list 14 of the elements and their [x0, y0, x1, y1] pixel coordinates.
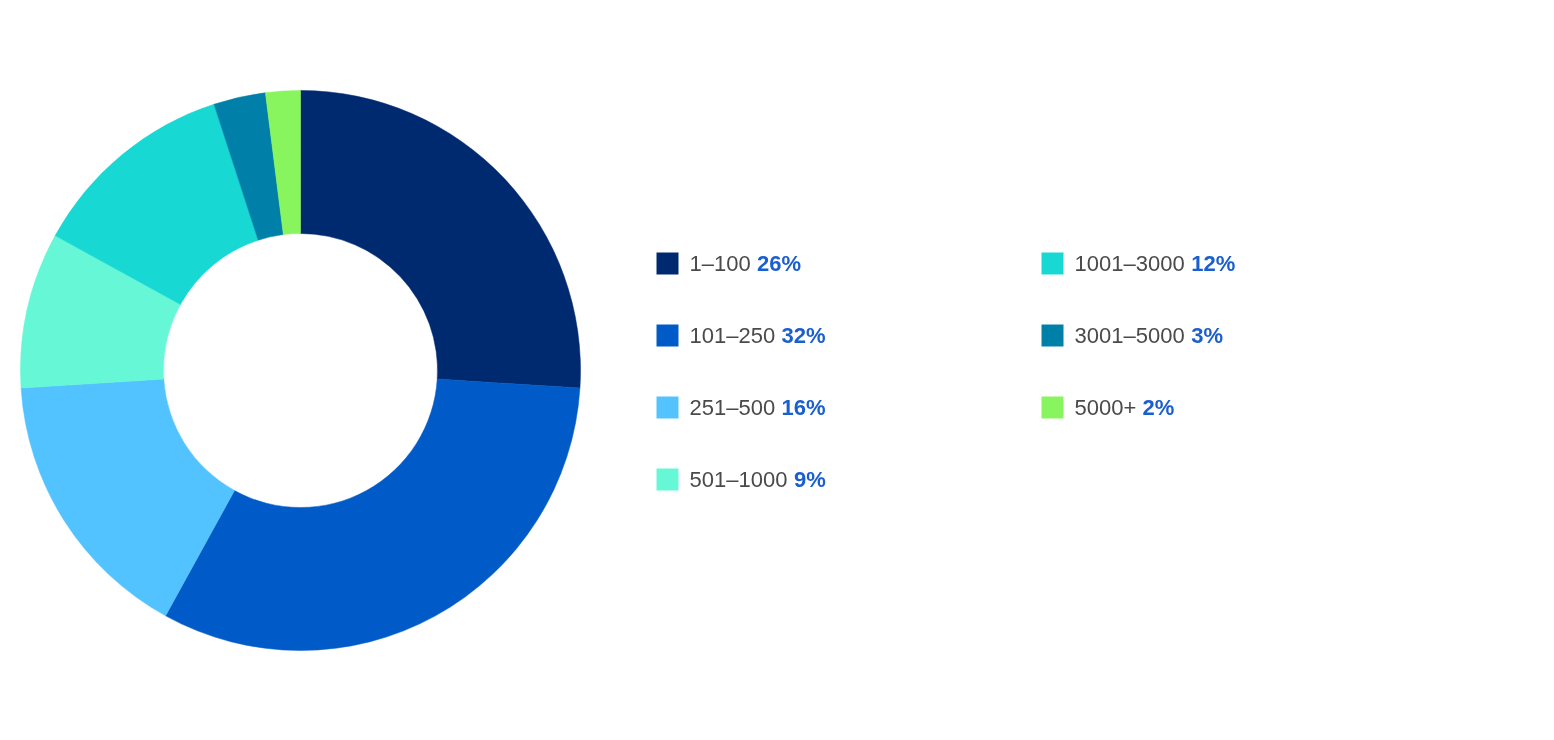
- legend-label: 501–1000: [689, 467, 788, 492]
- legend-label: 5000+: [1074, 395, 1137, 420]
- data-label: 9%: [793, 467, 826, 492]
- legend-label: 101–250: [689, 323, 776, 348]
- data-label: 12%: [1191, 251, 1236, 276]
- legend-label: 1–100: [689, 251, 751, 276]
- data-label: 3%: [1191, 323, 1223, 348]
- legend-label: 3001–5000: [1074, 323, 1185, 348]
- data-label: 16%: [781, 395, 826, 420]
- data-label: 26%: [757, 251, 802, 276]
- data-label: 2%: [1142, 395, 1175, 420]
- legend-label: 1001–3000: [1074, 251, 1185, 276]
- data-label: 32%: [781, 323, 826, 348]
- legend-label: 251–500: [689, 395, 776, 420]
